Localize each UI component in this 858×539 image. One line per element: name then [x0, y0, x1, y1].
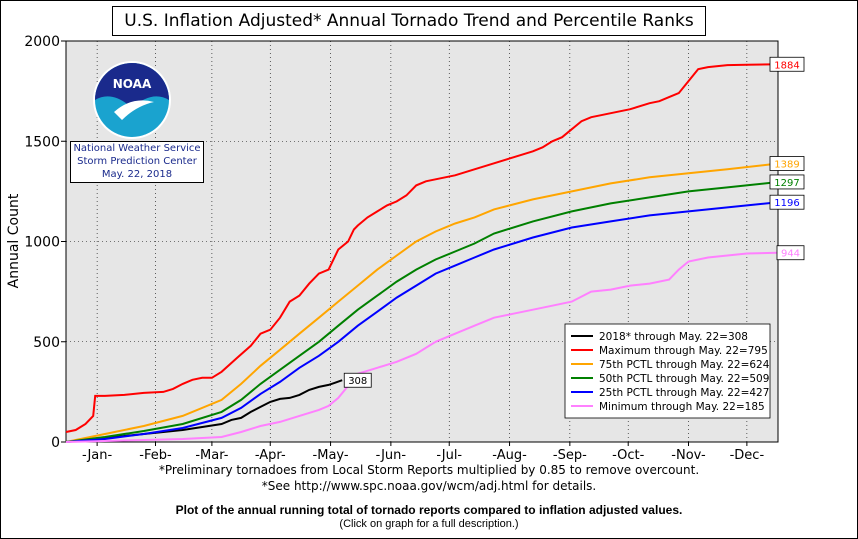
x-tick-label: -Dec-	[730, 448, 765, 463]
x-tick-label: -Apr-	[255, 448, 286, 463]
spc-name: Storm Prediction Center	[77, 156, 197, 167]
noaa-logo: NOAA	[93, 61, 171, 139]
x-tick-label: -Nov-	[671, 448, 706, 463]
y-tick-label: 500	[33, 335, 60, 351]
y-tick-label: 1000	[24, 235, 60, 251]
series-line-1	[65, 63, 779, 433]
y-tick-label: 0	[51, 435, 60, 451]
end-label: 308	[348, 376, 367, 387]
caption: Plot of the annual running total of torn…	[175, 503, 683, 517]
legend-label: Minimum through May. 22=185	[599, 401, 765, 413]
noaa-logo-text: NOAA	[113, 77, 152, 91]
series-line-5	[65, 251, 779, 443]
caption-sub[interactable]: (Click on graph for a full description.)	[339, 518, 519, 530]
legend-label: 50th PCTL through May. 22=509	[599, 373, 769, 385]
legend-label: 2018* through May. 22=308	[599, 331, 748, 343]
y-tick-label: 2000	[24, 34, 60, 50]
axes: 0 500 1000 1500 2000 -Jan- -Feb- -Mar- -Apr- -May…	[24, 34, 764, 463]
plot-date: May. 22, 2018	[101, 169, 173, 180]
nws-info-box: National Weather Service Storm Predictio…	[70, 141, 204, 183]
x-tick-label: -Aug-	[492, 448, 527, 463]
x-tick-label: -Mar-	[195, 448, 228, 463]
footnote-overcount: *Preliminary tornadoes from Local Storm …	[158, 463, 700, 477]
end-label: 1884	[774, 60, 799, 71]
legend-box	[564, 323, 771, 419]
series-line-4	[65, 201, 779, 443]
end-label-box	[769, 56, 805, 72]
legend-label: 75th PCTL through May. 22=624	[599, 359, 770, 371]
end-labels: 308 1884 1389 1297 1196 944	[343, 56, 805, 388]
gull-icon	[114, 100, 154, 120]
x-tick-label: -Jan-	[82, 448, 112, 463]
end-label-box	[343, 372, 372, 388]
end-label: 1389	[774, 160, 799, 171]
grid-lines	[66, 40, 778, 443]
y-axis-label: Annual Count	[6, 193, 22, 288]
series-line-3	[65, 181, 779, 443]
end-label-box	[776, 245, 805, 261]
end-label-box	[769, 194, 805, 210]
end-label: 1297	[774, 178, 799, 189]
chart-title: U.S. Inflation Adjusted* Annual Tornado …	[112, 6, 706, 36]
legend-label: 25th PCTL through May. 22=427	[599, 387, 769, 399]
legend: 2018* through May. 22=308 Maximum through…	[564, 323, 771, 419]
end-label: 1196	[774, 198, 799, 209]
series-lines	[65, 63, 779, 443]
x-tick-label: -Oct-	[612, 448, 645, 463]
series-line-2	[65, 162, 779, 443]
legend-label: Maximum through May. 22=795	[599, 345, 768, 357]
x-tick-label: -May-	[313, 448, 349, 463]
end-label: 944	[781, 249, 800, 260]
x-tick-label: -Jul-	[436, 448, 462, 463]
end-label-box	[769, 156, 805, 171]
x-tick-label: -Jun-	[376, 448, 407, 463]
x-tick-label: -Sep-	[553, 448, 587, 463]
y-tick-label: 1500	[24, 134, 60, 150]
x-tick-label: -Feb-	[139, 448, 172, 463]
footnote-url: *See http://www.spc.noaa.gov/wcm/adj.htm…	[261, 479, 597, 493]
end-label-box	[769, 174, 805, 190]
nws-name: National Weather Service	[73, 143, 201, 154]
